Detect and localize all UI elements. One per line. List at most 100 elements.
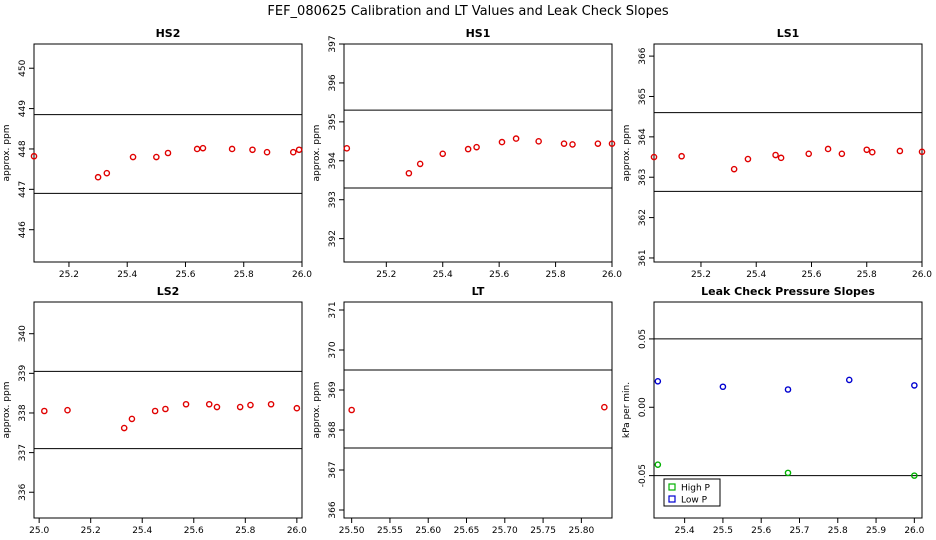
data-point [405,169,413,177]
data-point [193,145,201,153]
data-point [569,141,576,148]
data-point [777,154,785,162]
legend-marker [668,483,676,491]
panel-title: HS2 [156,27,181,40]
data-point [164,149,172,157]
data-point [535,138,542,145]
chart-panel: LS1 25.2 25.4 25.6 25.8 26.0 361 362 363 364 365 36… [622,27,932,280]
x-tick-label: 25.0 [29,526,49,536]
data-point [868,148,876,156]
y-tick-label: 366 [328,501,338,518]
y-tick-label: 392 [328,230,338,247]
y-tick-label: 370 [328,341,338,358]
data-point [129,153,137,161]
y-axis-label: approx. ppm [2,125,12,182]
y-tick-label: 340 [18,325,28,342]
data-point [343,145,351,152]
x-tick-label: 25.55 [377,526,403,536]
x-tick-label: 25.5 [713,526,733,536]
x-tick-label: 25.8 [857,270,877,280]
y-axis-label: approx. ppm [2,382,12,439]
data-point [41,407,48,415]
data-point [94,173,102,181]
panel-title: LT [472,285,485,298]
data-point [918,148,926,156]
x-tick-label: 26.0 [287,526,307,536]
data-point [439,150,447,158]
data-point [608,140,616,147]
x-tick-label: 25.6 [175,270,195,280]
data-point [824,145,832,153]
data-point [267,400,275,408]
chart-panel: LT 25.50 25.55 25.60 25.65 25.70 25.75 25.80 366… [312,285,613,536]
y-tick-label: 446 [18,221,28,238]
x-tick-label: 25.75 [530,526,556,536]
data-point [654,377,662,385]
chart-panel: HS2 25.2 25.4 25.6 25.8 26.0 446 447 448 449 450 ap… [2,27,312,280]
y-tick-label: 368 [328,421,338,438]
plot-frame [653,43,923,263]
data-point [650,153,658,161]
chart-panel: Leak Check Pressure Slopes 25.4 25.5 25.6 25… [622,285,925,536]
y-tick-label: 396 [328,74,338,91]
y-axis-label: kPa per min. [622,382,632,438]
y-tick-label: 364 [638,128,648,145]
y-tick-label: 447 [18,181,28,198]
data-point [654,461,662,468]
data-point [128,415,136,423]
y-tick-label: 339 [18,364,28,381]
y-tick-label: 367 [328,461,338,478]
y-tick-label: 371 [328,301,338,318]
data-point [464,145,472,153]
chart-panel: HS1 25.2 25.4 25.6 25.8 26.0 392 393 394 395 396 39… [312,27,622,280]
x-tick-label: 26.0 [912,270,932,280]
x-tick-label: 25.4 [746,270,766,280]
data-point [236,403,244,411]
data-point [911,382,918,389]
x-tick-label: 25.4 [433,270,453,280]
x-tick-label: 26.0 [602,270,622,280]
data-point [103,169,111,177]
data-point [151,407,159,415]
data-point [348,406,355,414]
x-tick-label: 25.2 [691,270,711,280]
data-point [416,160,424,168]
x-tick-label: 25.80 [568,526,594,536]
x-tick-label: 25.2 [81,526,101,536]
x-tick-label: 25.6 [489,270,509,280]
legend-marker [668,495,676,503]
y-axis-label: approx. ppm [312,382,322,439]
data-point [601,403,608,411]
panel-title: LS2 [157,285,180,298]
data-point [199,144,207,152]
y-tick-label: 448 [18,140,28,157]
plot-frame [343,301,613,519]
y-tick-label: 449 [18,100,28,117]
y-tick-label: 365 [638,88,648,105]
data-point [249,146,256,154]
data-point [845,376,853,384]
data-point [911,472,918,479]
data-point [772,151,779,159]
data-point [182,400,190,408]
plot-frame [653,301,923,519]
x-tick-label: 25.4 [117,270,137,280]
data-point [263,148,271,156]
plot-frame [33,43,303,263]
x-tick-label: 25.60 [415,526,441,536]
x-tick-label: 25.2 [376,270,396,280]
data-point [594,140,602,147]
x-tick-label: 25.6 [751,526,771,536]
y-tick-label: 369 [328,381,338,398]
chart-panels: HS2 25.2 25.4 25.6 25.8 26.0 446 447 448 449 450 ap… [2,27,932,536]
data-point [228,145,236,153]
y-tick-label: 361 [638,249,648,266]
data-point [512,135,520,142]
y-tick-label: 363 [638,169,648,186]
data-point [863,146,871,154]
data-point [289,148,297,156]
data-point [719,383,727,391]
data-point [213,403,221,411]
data-point [838,150,846,158]
